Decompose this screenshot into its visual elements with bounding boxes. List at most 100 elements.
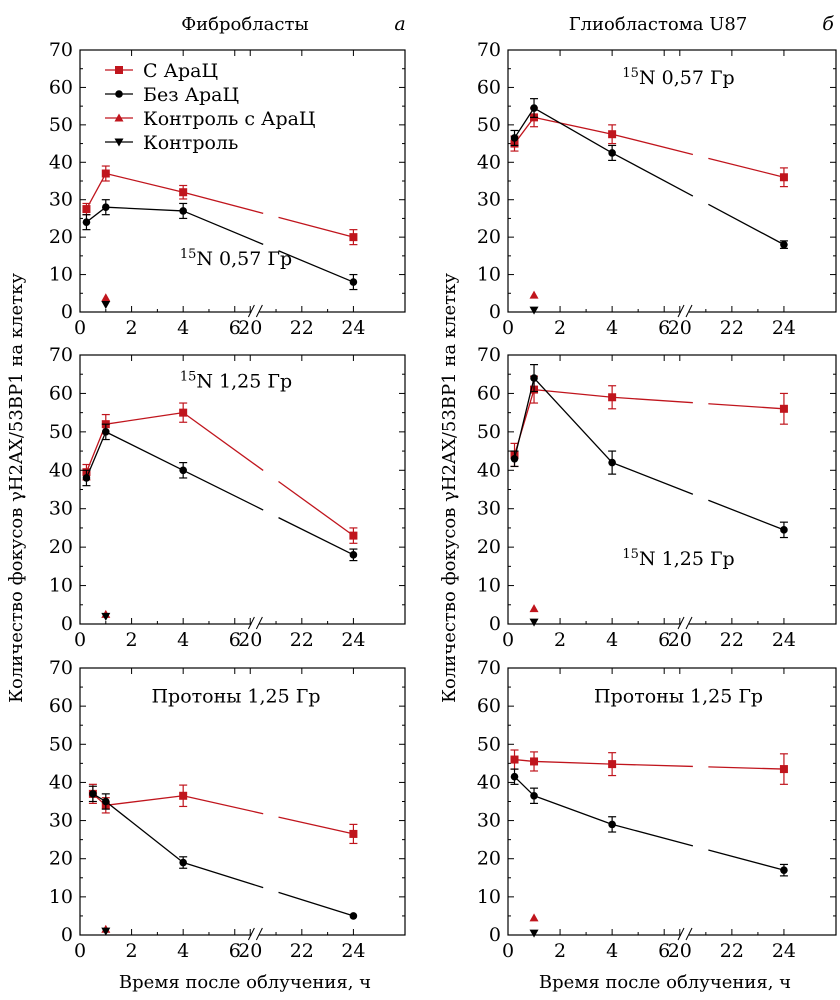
series-line [708, 766, 784, 770]
y-tick-label: 60 [49, 695, 73, 717]
series-line [611, 152, 694, 197]
data-point [101, 927, 111, 936]
x-tick-label: 22 [720, 629, 744, 651]
axis-break-mark [247, 304, 255, 318]
data-point [101, 301, 111, 310]
x-tick-label: 6 [229, 629, 241, 651]
y-tick-label: 40 [49, 771, 73, 793]
x-tick-label: 20 [668, 629, 692, 651]
data-point [780, 526, 788, 534]
plot-frame [79, 667, 406, 936]
axis-break-mark [255, 304, 263, 318]
series-line [182, 412, 264, 471]
y-tick-label: 30 [477, 498, 501, 520]
x-axis-label-right: Время после облучения, ч [539, 972, 791, 993]
x-tick-label: 20 [238, 629, 262, 651]
data-point [349, 551, 358, 559]
y-tick-label: 20 [49, 536, 73, 558]
series-line [612, 396, 693, 404]
x-tick-label: 22 [290, 940, 314, 962]
y-tick-label: 0 [489, 613, 501, 635]
data-point [101, 612, 111, 621]
y-tick-label: 60 [49, 382, 73, 404]
series-line [611, 823, 694, 847]
axis-break-mark [685, 304, 693, 318]
x-tick-label: 2 [554, 317, 566, 339]
x-tick-label: 0 [74, 317, 86, 339]
data-point [529, 913, 539, 922]
data-point [82, 205, 91, 214]
data-point [101, 169, 110, 178]
series-line [611, 133, 694, 156]
y-tick-label: 20 [477, 848, 501, 870]
column-title-fibroblasts: Фибробласты [181, 14, 309, 35]
x-tick-label: 0 [502, 940, 514, 962]
y-tick-label: 70 [477, 657, 501, 679]
panel-annotation: Протоны 1,25 Гр [594, 686, 763, 708]
data-point [179, 188, 188, 197]
x-tick-label: 24 [772, 940, 796, 962]
data-point [82, 474, 91, 482]
x-tick-label: 24 [341, 940, 365, 962]
axis-break-mark [247, 616, 255, 630]
x-tick-label: 2 [126, 629, 138, 651]
y-tick-label: 50 [49, 421, 73, 443]
y-tick-label: 70 [49, 344, 73, 366]
y-tick-label: 60 [477, 695, 501, 717]
legend-item: Контроль [105, 132, 238, 154]
column-letter-b: б [822, 13, 834, 35]
data-point [82, 218, 91, 226]
axis-break-mark [255, 616, 263, 630]
y-tick-label: 10 [49, 264, 73, 286]
data-point [101, 797, 110, 806]
x-tick-label: 2 [126, 940, 138, 962]
x-tick-label: 24 [772, 629, 796, 651]
series-line [85, 172, 184, 210]
x-tick-label: 2 [126, 317, 138, 339]
data-point [530, 791, 538, 800]
x-tick-label: 0 [74, 629, 86, 651]
y-tick-label: 0 [489, 924, 501, 946]
axis-break-gap [251, 308, 260, 316]
y-tick-label: 20 [477, 536, 501, 558]
x-tick-label: 0 [502, 629, 514, 651]
series-line [513, 107, 613, 154]
series-line [183, 191, 264, 214]
y-tick-label: 70 [477, 344, 501, 366]
series-line [708, 203, 785, 246]
plot-frame [507, 354, 837, 625]
y-tick-label: 50 [49, 114, 73, 136]
data-point [510, 454, 519, 463]
data-point [101, 203, 110, 211]
legend-label: Контроль с АраЦ [143, 108, 316, 130]
data-point [349, 233, 358, 242]
data-point [608, 149, 616, 157]
x-tick-label: 24 [772, 317, 796, 339]
legend-item: Без АраЦ [105, 84, 239, 106]
series-line [278, 891, 354, 917]
x-tick-label: 4 [606, 317, 618, 339]
y-tick-label: 10 [477, 575, 501, 597]
data-point [530, 757, 539, 766]
legend-label: Без АраЦ [143, 84, 239, 106]
data-point [529, 929, 539, 938]
series-line [278, 250, 354, 283]
data-point [608, 760, 617, 769]
x-tick-label: 22 [290, 317, 314, 339]
data-point [179, 207, 187, 215]
legend-marker [115, 90, 123, 98]
data-point [179, 466, 187, 475]
x-tick-label: 22 [720, 940, 744, 962]
x-axis-label-left: Время после облучения, ч [119, 972, 371, 993]
axis-break-mark [677, 927, 685, 941]
axis-break-mark [247, 927, 255, 941]
series-line [612, 763, 693, 768]
x-tick-label: 20 [238, 317, 262, 339]
data-point [529, 604, 539, 613]
y-tick-label: 0 [61, 301, 73, 323]
series-line [708, 157, 785, 178]
x-tick-label: 4 [606, 940, 618, 962]
y-tick-label: 40 [49, 151, 73, 173]
plot-frame [507, 667, 837, 936]
